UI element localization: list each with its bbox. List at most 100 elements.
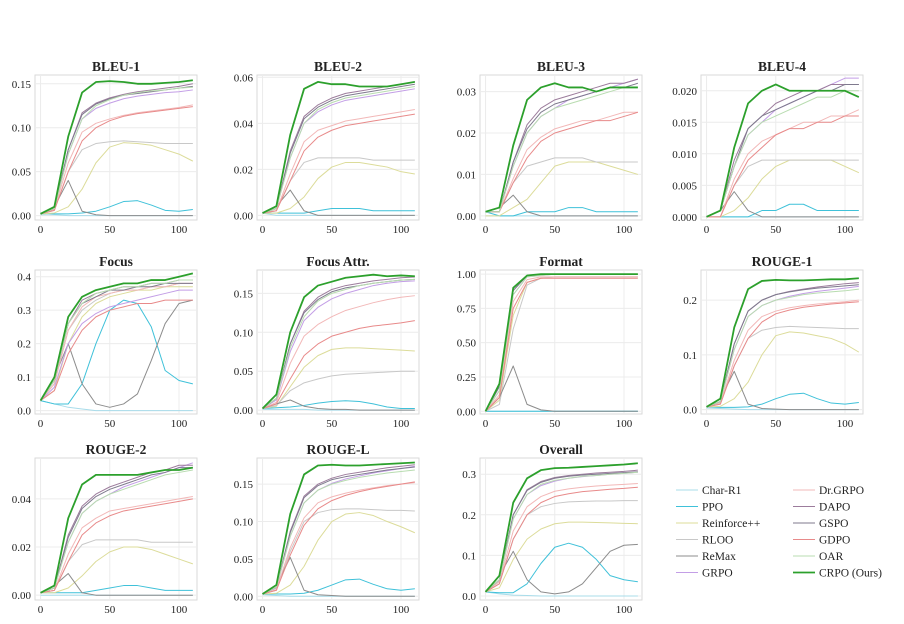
series-line bbox=[262, 508, 415, 595]
x-tick-label: 100 bbox=[393, 418, 410, 430]
x-tick-label: 0 bbox=[260, 224, 266, 236]
series-line bbox=[262, 109, 415, 214]
series-line bbox=[262, 113, 415, 214]
subplot: 0.00 0.02 0.04 0.06 0 50 100 BLEU-2 bbox=[234, 59, 420, 236]
subplot-title: BLEU-3 bbox=[537, 59, 585, 74]
y-tick-label: 0.010 bbox=[672, 149, 697, 161]
y-tick-label: 0.15 bbox=[12, 79, 32, 91]
series-line bbox=[485, 483, 638, 593]
subplot-title: Overall bbox=[539, 442, 583, 457]
series-line bbox=[262, 86, 415, 214]
series-line bbox=[262, 469, 415, 595]
y-tick-label: 0.0 bbox=[683, 405, 697, 417]
series-line bbox=[706, 115, 859, 218]
y-tick-label: 0.015 bbox=[672, 117, 697, 129]
series-line bbox=[262, 461, 415, 595]
subplot: 0.0 0.1 0.2 0.3 0 50 100 Overall bbox=[462, 442, 643, 616]
legend-label: Reinforce++ bbox=[702, 518, 760, 530]
x-tick-label: 0 bbox=[704, 224, 710, 236]
y-tick-label: 0.15 bbox=[234, 288, 254, 300]
x-tick-label: 50 bbox=[326, 224, 338, 236]
series-line bbox=[485, 161, 638, 217]
series-line bbox=[706, 392, 859, 408]
subplot: 0.0 0.1 0.2 0.3 0.4 0 50 100 Focus bbox=[17, 254, 198, 430]
subplot-title: BLEU-2 bbox=[314, 59, 362, 74]
subplot: 0.00 0.25 0.50 0.75 1.00 0 50 100 Format bbox=[457, 254, 643, 430]
x-tick-label: 0 bbox=[260, 418, 266, 430]
x-tick-label: 100 bbox=[837, 418, 854, 430]
x-tick-label: 50 bbox=[549, 604, 561, 616]
series-line bbox=[262, 482, 415, 595]
series-line bbox=[706, 191, 859, 218]
y-tick-label: 0.0 bbox=[17, 406, 31, 418]
y-tick-label: 0.05 bbox=[234, 554, 254, 566]
y-tick-label: 0.1 bbox=[17, 372, 31, 384]
y-tick-label: 0.10 bbox=[234, 327, 254, 339]
y-tick-label: 0.02 bbox=[12, 542, 31, 554]
x-tick-label: 50 bbox=[104, 224, 116, 236]
legend-label: RLOO bbox=[702, 535, 733, 547]
series-line bbox=[484, 273, 638, 412]
x-tick-label: 0 bbox=[483, 418, 489, 430]
series-line bbox=[40, 289, 193, 401]
x-tick-label: 100 bbox=[616, 418, 633, 430]
x-tick-label: 50 bbox=[549, 224, 561, 236]
series-line bbox=[40, 496, 193, 594]
series-line bbox=[262, 578, 415, 595]
series-line bbox=[40, 299, 193, 402]
series-line bbox=[706, 90, 859, 218]
series-line bbox=[262, 400, 415, 410]
series-line bbox=[40, 467, 193, 594]
series-line bbox=[262, 370, 415, 410]
series-line bbox=[262, 481, 415, 595]
series-line bbox=[262, 466, 415, 595]
legend-label: GRPO bbox=[702, 568, 733, 580]
series-line bbox=[706, 331, 860, 408]
series-line bbox=[706, 288, 859, 408]
legend-label: GSPO bbox=[819, 518, 848, 530]
series-line bbox=[40, 400, 193, 412]
legend-label: Dr.GRPO bbox=[819, 485, 864, 497]
subplot: 0.00 0.05 0.10 0.15 0 50 100 ROUGE-L bbox=[234, 442, 420, 616]
series-line bbox=[706, 159, 860, 218]
series-line bbox=[485, 277, 638, 412]
series-line bbox=[485, 111, 638, 213]
series-line bbox=[40, 106, 193, 215]
y-tick-label: 0.00 bbox=[12, 211, 32, 223]
subplot-title: Focus bbox=[99, 254, 133, 269]
x-tick-label: 50 bbox=[326, 418, 338, 430]
series-line bbox=[485, 276, 638, 412]
series-line bbox=[262, 512, 416, 595]
legend-label: Char-R1 bbox=[702, 485, 742, 497]
series-line bbox=[485, 486, 638, 593]
y-tick-label: 0.1 bbox=[462, 550, 476, 562]
y-tick-label: 0.02 bbox=[234, 164, 253, 176]
x-tick-label: 50 bbox=[104, 418, 116, 430]
x-tick-label: 0 bbox=[483, 224, 489, 236]
subplot-title: BLEU-4 bbox=[758, 59, 806, 74]
y-tick-label: 0.00 bbox=[457, 211, 477, 223]
x-tick-label: 50 bbox=[770, 418, 782, 430]
legend-label: PPO bbox=[702, 502, 723, 514]
plot-area bbox=[34, 457, 198, 601]
series-line bbox=[40, 466, 194, 594]
series-line bbox=[485, 207, 638, 217]
y-tick-label: 0.3 bbox=[17, 305, 31, 317]
plot-area bbox=[700, 269, 864, 415]
series-line bbox=[40, 282, 193, 401]
y-tick-label: 0.06 bbox=[234, 72, 254, 84]
subplot: 0.00 0.05 0.10 0.15 0 50 100 BLEU-1 bbox=[12, 59, 198, 236]
subplot: 0.000 0.005 0.010 0.015 0.020 0 50 100 BLEU-4 bbox=[672, 59, 864, 236]
y-tick-label: 0.10 bbox=[234, 517, 254, 529]
series-line bbox=[706, 83, 859, 218]
x-tick-label: 50 bbox=[770, 224, 782, 236]
series-line bbox=[485, 86, 638, 213]
y-tick-label: 0.00 bbox=[234, 210, 254, 222]
x-tick-label: 100 bbox=[171, 224, 188, 236]
series-line bbox=[40, 86, 193, 215]
legend-label: DAPO bbox=[819, 502, 850, 514]
x-tick-label: 0 bbox=[704, 418, 710, 430]
y-tick-label: 0.3 bbox=[462, 469, 476, 481]
series-line bbox=[262, 399, 415, 411]
subplot-title: Format bbox=[539, 254, 583, 269]
